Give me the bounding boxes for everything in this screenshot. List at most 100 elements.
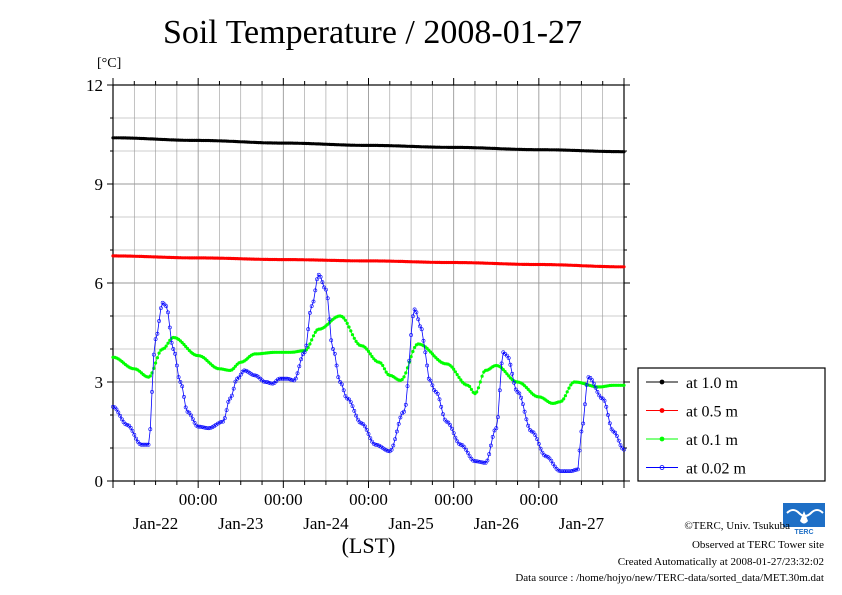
series-point — [576, 467, 580, 472]
x-date-label: Jan-26 — [474, 514, 519, 533]
series-point — [480, 460, 485, 465]
series-point — [313, 330, 317, 334]
series-point — [261, 379, 266, 384]
series-point — [132, 432, 137, 437]
series-point — [622, 265, 626, 269]
series-point — [355, 417, 360, 422]
series-point — [394, 429, 399, 434]
series-point — [173, 351, 178, 356]
observed-site-text: Observed at TERC Tower site — [691, 539, 824, 551]
series-point — [599, 395, 603, 400]
series-point — [146, 442, 151, 447]
series-point — [622, 447, 626, 452]
series-point — [453, 435, 458, 440]
series-point — [180, 341, 184, 345]
series-point — [221, 419, 225, 424]
series-point — [379, 361, 383, 365]
series-point — [155, 331, 160, 336]
series-point — [185, 346, 190, 351]
series-point — [192, 420, 197, 425]
series-point — [402, 409, 406, 414]
series-point — [521, 402, 525, 407]
series-point — [552, 464, 557, 469]
series-point — [347, 325, 351, 329]
series-point — [485, 458, 490, 463]
series-point — [432, 354, 436, 358]
series-point — [295, 371, 300, 376]
series-point — [182, 394, 186, 399]
series-point — [184, 344, 188, 349]
y-tick-label: 3 — [95, 373, 104, 392]
series-point — [505, 372, 509, 376]
series-point — [164, 344, 168, 348]
series-point — [125, 422, 130, 427]
series-point — [544, 454, 548, 459]
series-point — [183, 405, 188, 410]
series-point — [398, 415, 403, 420]
series-point — [467, 454, 472, 459]
series-point — [404, 371, 408, 375]
series-point — [352, 336, 356, 340]
series-point — [364, 427, 369, 432]
series-point — [551, 461, 555, 466]
series-point — [130, 429, 135, 433]
series-point — [268, 381, 273, 386]
series-point — [349, 329, 353, 333]
series-point — [263, 380, 268, 384]
series-point — [430, 383, 435, 388]
series-point — [217, 420, 222, 425]
series-point — [141, 442, 146, 447]
series-point — [547, 456, 552, 461]
series-point — [396, 421, 401, 426]
series-point — [476, 459, 481, 464]
series-point — [203, 425, 208, 430]
series-point — [158, 306, 163, 311]
series-point — [205, 426, 209, 431]
series-point — [459, 378, 463, 382]
series-point — [450, 365, 454, 369]
series-point — [299, 357, 304, 362]
series-point — [410, 314, 415, 319]
series-point — [540, 450, 545, 455]
series-point — [302, 350, 307, 355]
series-point — [476, 386, 481, 390]
series-point — [475, 390, 479, 394]
legend-swatch-marker — [659, 379, 665, 385]
series-point — [590, 378, 595, 383]
series-point — [517, 391, 522, 396]
series-point — [325, 296, 330, 301]
series-point — [519, 395, 524, 400]
series-point — [455, 373, 459, 377]
series-point — [471, 458, 476, 463]
series-point — [144, 442, 149, 447]
series-point — [428, 378, 433, 383]
x-tick-label: 00:00 — [434, 490, 473, 509]
series-point — [468, 384, 472, 389]
series-point — [405, 384, 410, 389]
series-at-0-5-m — [111, 254, 626, 269]
series-point — [583, 402, 587, 407]
series-point — [304, 343, 309, 348]
series-point — [345, 321, 349, 326]
y-tick-label: 12 — [86, 76, 103, 95]
series-point — [409, 333, 414, 337]
series-point — [480, 374, 484, 378]
series-point — [403, 402, 408, 407]
series-point — [613, 430, 618, 435]
series-point — [365, 347, 369, 351]
series-point — [448, 423, 453, 427]
series-point — [171, 347, 176, 351]
series-point — [363, 424, 367, 429]
series-point — [382, 367, 387, 371]
series-point — [441, 412, 445, 417]
series-point — [606, 413, 610, 417]
series-point — [338, 380, 343, 384]
series-point — [429, 350, 433, 354]
x-date-label: Jan-22 — [133, 514, 178, 533]
series-point — [615, 434, 619, 438]
y-tick-label: 0 — [95, 472, 104, 491]
series-point — [393, 437, 398, 442]
series-point — [565, 390, 569, 394]
series-point — [199, 425, 204, 429]
series-point — [187, 410, 192, 415]
